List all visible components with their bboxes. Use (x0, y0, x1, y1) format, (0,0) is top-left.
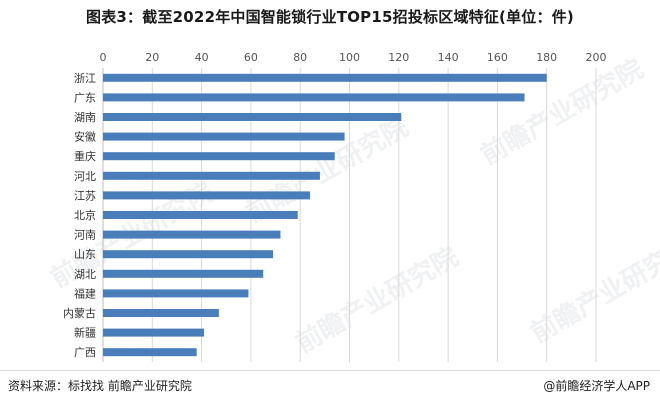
category-label: 广西 (74, 346, 96, 359)
category-label: 安徽 (74, 130, 96, 144)
bar (103, 269, 264, 278)
x-tick-label: 140 (438, 51, 459, 64)
bar (103, 250, 274, 259)
category-label: 湖南 (74, 111, 96, 124)
bar (103, 113, 402, 121)
bar (103, 309, 219, 317)
x-tick-label: 60 (244, 51, 258, 64)
category-label: 江苏 (74, 189, 96, 202)
x-tick-label: 180 (536, 51, 557, 64)
category-label: 湖北 (74, 268, 96, 281)
bar (103, 191, 311, 200)
bar (103, 93, 525, 102)
bar (103, 73, 547, 82)
footer-divider (0, 370, 660, 371)
category-label: 新疆 (74, 326, 96, 340)
category-label: 河南 (74, 229, 96, 242)
category-label: 福建 (74, 286, 96, 300)
bar-chart: 0 20 40 60 80 100 120 140 160 180 200 浙江广东湖南安徽重庆河北江… (63, 51, 607, 362)
x-tick-label: 120 (388, 51, 409, 64)
category-label: 北京 (74, 208, 96, 222)
brand-credit: @前瞻经济学人APP (543, 379, 650, 393)
x-tick-label: 80 (293, 51, 307, 64)
x-tick-label: 200 (586, 51, 607, 64)
category-label: 内蒙古 (63, 306, 96, 320)
category-label: 河北 (74, 170, 96, 183)
x-tick-label: 160 (487, 51, 508, 64)
x-tick-label: 40 (195, 51, 209, 64)
bar (103, 328, 205, 337)
category-label: 重庆 (74, 149, 96, 163)
x-tick-label: 100 (339, 51, 360, 64)
category-label: 广东 (74, 91, 96, 104)
bar (103, 152, 335, 161)
x-tick-label: 20 (145, 51, 159, 64)
category-label: 山东 (74, 248, 96, 261)
chart-title: 图表3：截至2022年中国智能锁行业TOP15招投标区域特征(单位：件) (86, 8, 574, 26)
category-label: 浙江 (74, 72, 96, 85)
bar (103, 211, 298, 219)
bar (103, 230, 281, 239)
bar (103, 171, 320, 180)
source-note: 资料来源：标找找 前瞻产业研究院 (8, 379, 192, 393)
x-tick-label: 0 (100, 51, 107, 64)
bar (103, 348, 197, 357)
bar (103, 289, 249, 298)
bar (103, 132, 345, 141)
